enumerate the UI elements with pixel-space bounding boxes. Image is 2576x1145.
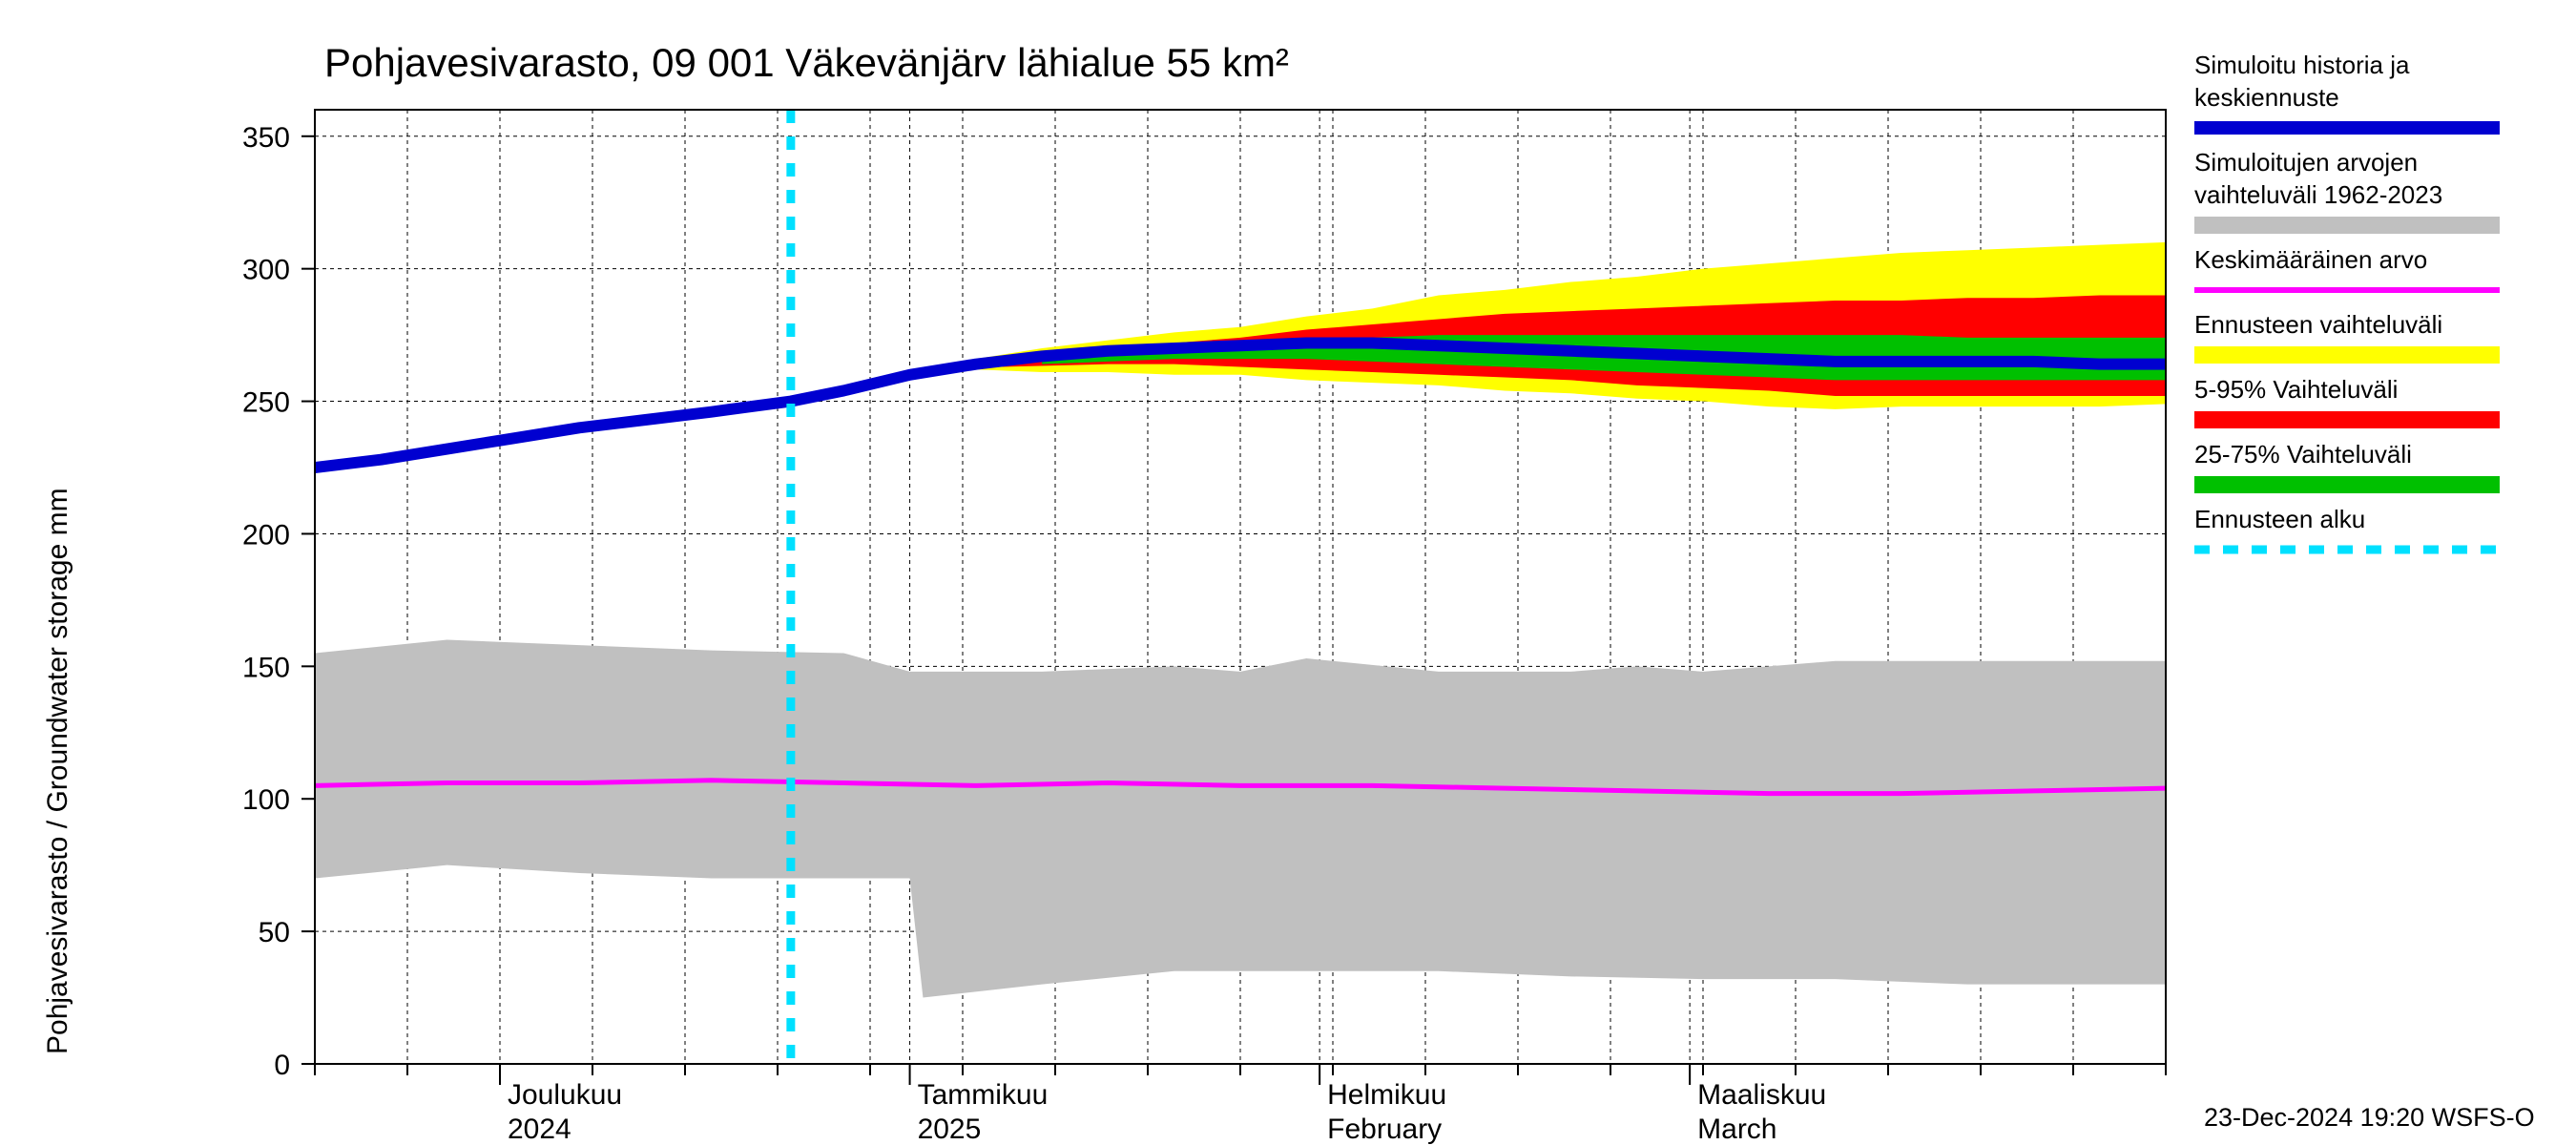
- x-month-label: Helmikuu: [1327, 1079, 1446, 1111]
- y-tick-label: 50: [259, 917, 290, 948]
- y-tick-label: 150: [242, 652, 290, 683]
- render-timestamp: 23-Dec-2024 19:20 WSFS-O: [2204, 1103, 2535, 1132]
- legend-label: Simuloitujen arvojen: [2194, 148, 2418, 177]
- x-month-sub-label: 2025: [918, 1114, 982, 1145]
- y-tick-label: 350: [242, 122, 290, 154]
- legend-label: Ennusteen alku: [2194, 505, 2365, 533]
- y-tick-label: 200: [242, 519, 290, 551]
- legend-swatch: [2194, 346, 2500, 364]
- x-month-label: Tammikuu: [918, 1079, 1049, 1111]
- x-month-label: Maaliskuu: [1697, 1079, 1826, 1111]
- legend-label: Simuloitu historia ja: [2194, 51, 2410, 79]
- legend-label: Ennusteen vaihteluväli: [2194, 310, 2442, 339]
- x-month-label: Joulukuu: [508, 1079, 622, 1111]
- y-tick-label: 100: [242, 784, 290, 816]
- legend-swatch: [2194, 121, 2500, 135]
- legend-label: 25-75% Vaihteluväli: [2194, 440, 2412, 468]
- legend-label: vaihteluväli 1962-2023: [2194, 180, 2442, 209]
- x-month-sub-label: March: [1697, 1114, 1776, 1145]
- y-tick-label: 300: [242, 255, 290, 286]
- x-month-sub-label: February: [1327, 1114, 1442, 1145]
- legend-swatch: [2194, 287, 2500, 293]
- legend-label: Keskimääräinen arvo: [2194, 245, 2427, 274]
- y-axis-label: Pohjavesivarasto / Groundwater storage m…: [42, 488, 73, 1054]
- y-tick-label: 0: [274, 1050, 290, 1081]
- x-month-sub-label: 2024: [508, 1114, 571, 1145]
- legend-label: keskiennuste: [2194, 83, 2339, 112]
- groundwater-chart: 0 50 100 150 200 250 300 350 Joulukuu2024 Tammiku…: [0, 0, 2576, 1145]
- legend-swatch: [2194, 411, 2500, 428]
- legend-swatch: [2194, 217, 2500, 234]
- legend-swatch: [2194, 476, 2500, 493]
- chart-background: [0, 0, 2576, 1145]
- y-tick-label: 250: [242, 387, 290, 419]
- legend-label: 5-95% Vaihteluväli: [2194, 375, 2398, 404]
- chart-title: Pohjavesivarasto, 09 001 Väkevänjärv läh…: [324, 40, 1289, 85]
